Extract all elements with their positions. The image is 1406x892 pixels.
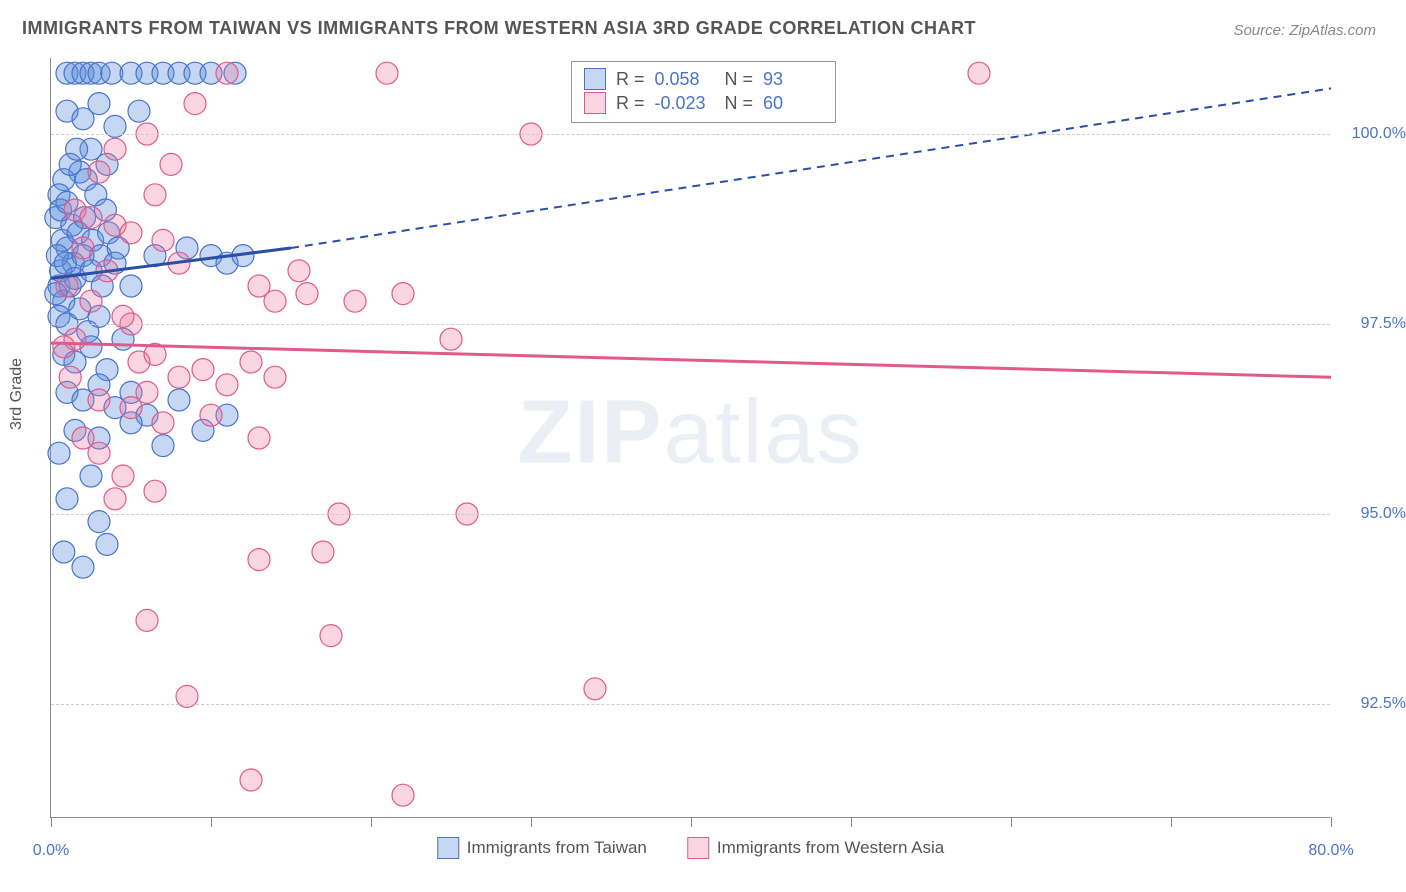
x-tick: [1331, 817, 1332, 827]
data-point: [192, 359, 214, 381]
x-tick: [691, 817, 692, 827]
data-point: [104, 488, 126, 510]
data-point: [88, 442, 110, 464]
data-point: [184, 93, 206, 115]
gridline: [51, 134, 1330, 135]
data-point: [80, 207, 102, 229]
data-point: [104, 138, 126, 160]
x-tick-label: 0.0%: [33, 842, 69, 860]
data-point: [80, 465, 102, 487]
gridline: [51, 324, 1330, 325]
y-axis-label: 3rd Grade: [8, 358, 26, 430]
data-point: [56, 488, 78, 510]
data-point: [80, 290, 102, 312]
data-point: [72, 556, 94, 578]
x-tick: [531, 817, 532, 827]
x-tick: [1011, 817, 1012, 827]
data-point: [264, 366, 286, 388]
y-tick-label: 97.5%: [1361, 315, 1406, 333]
data-point: [144, 480, 166, 502]
y-tick-label: 95.0%: [1361, 505, 1406, 523]
gridline: [51, 704, 1330, 705]
data-point: [296, 283, 318, 305]
data-point: [66, 138, 88, 160]
data-point: [288, 260, 310, 282]
data-point: [88, 389, 110, 411]
data-point: [264, 290, 286, 312]
data-point: [136, 609, 158, 631]
legend-label: Immigrants from Taiwan: [467, 838, 647, 858]
x-tick: [371, 817, 372, 827]
data-point: [53, 336, 75, 358]
x-tick-label: 80.0%: [1308, 842, 1353, 860]
bottom-legend-item: Immigrants from Taiwan: [437, 837, 647, 859]
data-point: [392, 784, 414, 806]
legend-swatch: [687, 837, 709, 859]
data-point: [88, 161, 110, 183]
x-tick: [51, 817, 52, 827]
bottom-legend: Immigrants from Taiwan Immigrants from We…: [437, 837, 945, 859]
data-point: [248, 549, 270, 571]
data-point: [120, 275, 142, 297]
data-point: [168, 389, 190, 411]
data-point: [320, 625, 342, 647]
gridline: [51, 514, 1330, 515]
x-tick: [851, 817, 852, 827]
chart-title: IMMIGRANTS FROM TAIWAN VS IMMIGRANTS FRO…: [22, 18, 976, 39]
data-point: [168, 366, 190, 388]
y-tick-label: 100.0%: [1352, 125, 1406, 143]
trend-line: [291, 88, 1331, 248]
data-point: [240, 769, 262, 791]
data-point: [53, 541, 75, 563]
data-point: [240, 351, 262, 373]
data-point: [200, 404, 222, 426]
data-point: [96, 533, 118, 555]
y-tick-label: 92.5%: [1361, 695, 1406, 713]
data-point: [344, 290, 366, 312]
bottom-legend-item: Immigrants from Western Asia: [687, 837, 944, 859]
data-point: [112, 465, 134, 487]
data-point: [312, 541, 334, 563]
data-point: [136, 381, 158, 403]
data-point: [216, 374, 238, 396]
data-point: [59, 366, 81, 388]
x-tick: [211, 817, 212, 827]
x-tick: [1171, 817, 1172, 827]
data-point: [392, 283, 414, 305]
data-point: [88, 93, 110, 115]
data-point: [72, 237, 94, 259]
data-point: [968, 62, 990, 84]
legend-swatch: [437, 837, 459, 859]
plot-area: ZIPatlas R =0.058N =93R =-0.023N =60 Imm…: [50, 58, 1330, 818]
data-point: [376, 62, 398, 84]
source-label: Source: ZipAtlas.com: [1233, 22, 1376, 39]
data-point: [48, 442, 70, 464]
data-point: [160, 153, 182, 175]
data-point: [440, 328, 462, 350]
data-point: [216, 62, 238, 84]
data-point: [152, 412, 174, 434]
data-point: [128, 100, 150, 122]
data-point: [120, 222, 142, 244]
data-point: [144, 184, 166, 206]
legend-label: Immigrants from Western Asia: [717, 838, 944, 858]
data-point: [152, 229, 174, 251]
data-point: [248, 427, 270, 449]
data-point: [584, 678, 606, 700]
data-point: [152, 435, 174, 457]
